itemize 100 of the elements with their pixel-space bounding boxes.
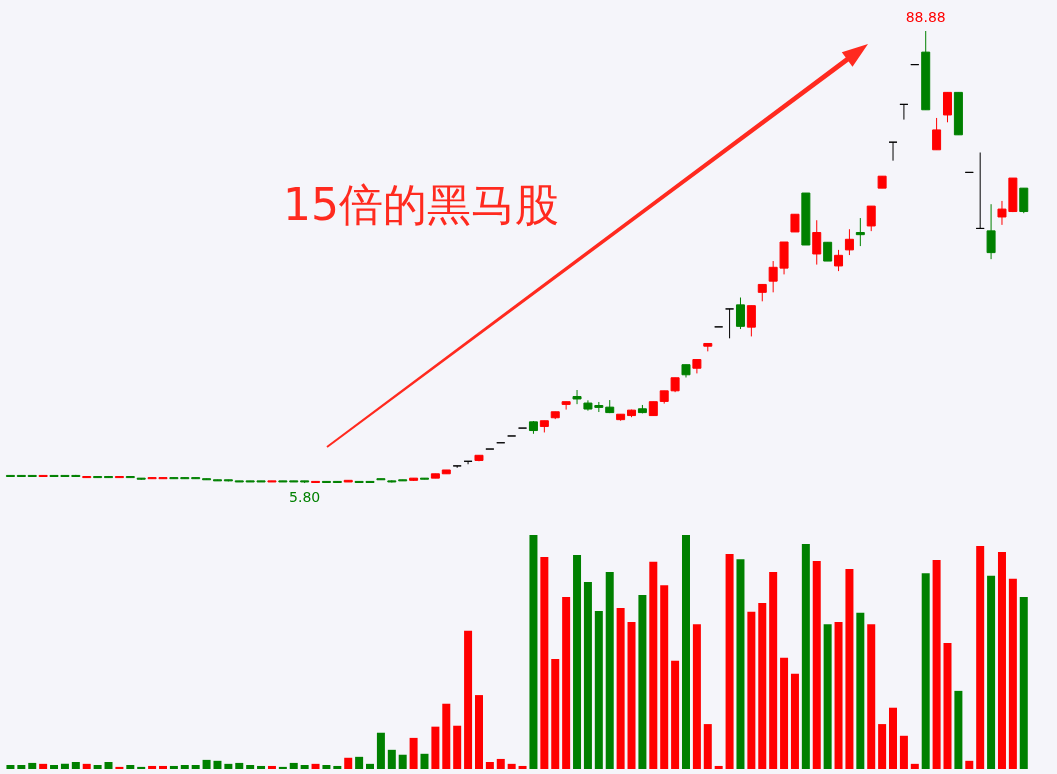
bar: [605, 572, 614, 769]
bar: [780, 657, 789, 769]
bar: [344, 757, 353, 769]
bar: [954, 690, 963, 769]
candlestick: [844, 228, 854, 256]
bar: [93, 765, 102, 769]
bar: [714, 765, 723, 769]
bar: [409, 737, 418, 769]
bar: [976, 546, 985, 769]
bar: [758, 602, 767, 769]
bar: [224, 763, 233, 769]
bar: [246, 765, 255, 769]
bar: [529, 535, 538, 769]
bar: [180, 765, 189, 769]
bar: [289, 762, 298, 769]
bar: [148, 765, 157, 769]
bar: [540, 557, 549, 769]
bar: [583, 582, 592, 769]
bar: [682, 535, 690, 769]
bar: [562, 597, 571, 769]
annotation: 5.80: [289, 489, 321, 506]
bar: [191, 765, 200, 769]
bar: [50, 765, 59, 769]
bar: [387, 749, 396, 769]
bar: [17, 765, 26, 769]
bar: [910, 763, 919, 769]
bar: [638, 594, 647, 769]
bar: [812, 561, 821, 769]
annotation: 88.88: [905, 9, 946, 26]
bar: [845, 568, 854, 769]
bar: [1008, 578, 1017, 769]
bar: [333, 765, 342, 769]
bar: [366, 763, 375, 769]
bar: [235, 762, 244, 769]
bar: [137, 766, 146, 769]
bar: [322, 765, 331, 769]
candlestick: [943, 91, 952, 123]
candlestick: [866, 205, 876, 232]
bar: [692, 624, 701, 769]
bar: [60, 763, 69, 769]
bar: [671, 660, 680, 769]
bar: [660, 585, 669, 769]
bar: [867, 624, 876, 769]
bar: [464, 630, 473, 769]
candlestick: [746, 305, 756, 337]
bar: [932, 560, 941, 769]
candlestick: [725, 308, 735, 339]
candlestick: [572, 389, 582, 405]
bar: [496, 758, 505, 769]
bar: [442, 703, 451, 769]
candlestick: [855, 217, 865, 247]
bar: [213, 760, 222, 769]
bar: [703, 724, 712, 769]
bar: [71, 761, 80, 769]
bar: [376, 732, 385, 769]
bar: [518, 765, 527, 769]
bar: [725, 554, 734, 769]
bar: [921, 573, 930, 769]
candlestick: [986, 203, 996, 260]
bar: [474, 695, 483, 769]
bar: [431, 726, 440, 769]
bar: [769, 572, 778, 769]
candlestick: [932, 117, 942, 151]
bar: [551, 659, 560, 769]
bar: [649, 561, 658, 769]
bar: [594, 611, 603, 769]
bar: [616, 608, 625, 769]
bar: [987, 575, 996, 769]
bar: [889, 707, 898, 769]
bar: [28, 762, 37, 769]
bar: [736, 559, 745, 769]
bar: [202, 759, 211, 769]
bar: [790, 673, 799, 769]
bar: [878, 724, 887, 769]
bar: [801, 543, 810, 769]
annotation: 15倍的黑马股: [283, 179, 559, 230]
bar: [965, 760, 974, 769]
bar: [507, 763, 516, 769]
bar: [834, 622, 843, 769]
bar: [311, 763, 320, 769]
bar: [1019, 597, 1028, 769]
bar: [453, 725, 462, 769]
bar: [398, 754, 407, 769]
bar: [158, 765, 167, 769]
candlestick: [812, 219, 822, 266]
bar: [278, 766, 287, 769]
bar: [267, 765, 276, 769]
bar: [39, 763, 48, 769]
candlestick: [735, 297, 745, 330]
candlestick: [561, 401, 571, 411]
candlestick: [1019, 187, 1029, 214]
bar: [115, 766, 124, 769]
bar: [82, 763, 91, 769]
bar: [627, 622, 636, 769]
bar: [856, 612, 865, 769]
candlestick: [823, 241, 833, 262]
bar: [104, 761, 113, 769]
bar: [169, 765, 178, 769]
bar: [485, 761, 494, 769]
bar: [6, 765, 15, 769]
